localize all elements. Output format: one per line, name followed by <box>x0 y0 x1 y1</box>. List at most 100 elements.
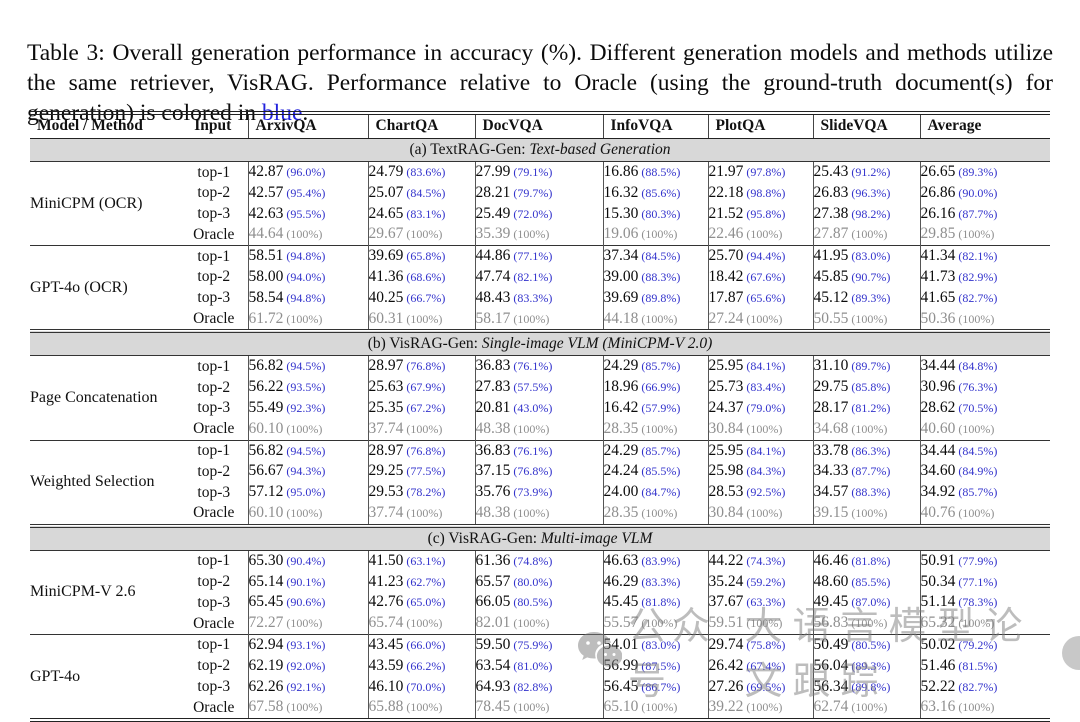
score-cell: 34.92 (85.7%) <box>919 482 1050 503</box>
score-value: 24.24 <box>603 462 639 480</box>
score-percent: (100%) <box>638 311 678 326</box>
score-percent: (83.6%) <box>403 165 446 179</box>
score-cell: 16.86 (88.5%) <box>602 160 708 183</box>
score-cell: 21.52 (95.8%) <box>707 203 813 225</box>
score-value: 33.78 <box>813 441 849 459</box>
score-percent: (81.0%) <box>510 658 553 673</box>
score-percent: (67.6%) <box>743 269 786 284</box>
score-percent: (96.0%) <box>283 165 326 179</box>
score-cell: 66.05 (80.5%) <box>474 592 603 614</box>
score-cell: 49.45 (87.0%) <box>812 592 920 614</box>
score-percent: (98.8%) <box>743 185 786 200</box>
score-percent: (84.1%) <box>743 443 786 458</box>
score-value: 24.00 <box>603 483 639 501</box>
score-percent: (66.0%) <box>403 637 446 652</box>
results-table: Model / Method Input ArxivQA ChartQA Doc… <box>30 111 1050 722</box>
score-cell: 56.22 (93.5%) <box>247 377 368 398</box>
score-value: 43.45 <box>368 635 404 653</box>
score-value: 56.99 <box>603 656 639 674</box>
score-value: 41.65 <box>920 288 956 306</box>
score-value: 30.96 <box>920 378 956 396</box>
score-percent: (57.9%) <box>638 400 681 415</box>
score-percent: (97.8%) <box>743 165 786 179</box>
score-cell: 72.27 (100%) <box>247 613 368 635</box>
score-value: 56.82 <box>248 357 284 375</box>
score-percent: (95.8%) <box>743 206 786 221</box>
score-value: 34.44 <box>920 441 956 459</box>
score-cell: 62.26 (92.1%) <box>247 676 368 698</box>
method-cell: Page Concatenation <box>30 355 180 441</box>
score-value: 56.83 <box>813 614 849 632</box>
score-value: 17.87 <box>708 288 744 306</box>
score-percent: (77.9%) <box>955 553 998 568</box>
score-value: 44.22 <box>708 551 744 569</box>
score-cell: 34.68 (100%) <box>812 418 920 441</box>
score-percent: (76.1%) <box>510 359 553 374</box>
score-cell: 82.01 (100%) <box>474 613 603 635</box>
col-header-model-method: Model / Method <box>30 113 180 139</box>
col-header-average: Average <box>919 113 1050 139</box>
score-cell: 39.00 (88.3%) <box>602 266 708 288</box>
score-value: 25.35 <box>368 398 404 416</box>
score-value: 26.86 <box>920 183 956 201</box>
score-cell: 41.50 (63.1%) <box>367 549 475 572</box>
score-cell: 55.49 (92.3%) <box>247 397 368 419</box>
score-cell: 65.10 (100%) <box>602 697 708 721</box>
score-value: 24.65 <box>368 204 404 222</box>
score-value: 67.58 <box>248 698 284 716</box>
score-cell: 37.34 (84.5%) <box>602 245 708 267</box>
score-cell: 28.53 (92.5%) <box>707 482 813 503</box>
table-row: top-3 62.26 (92.1%) 46.10 (70.0%) 64.93 (82… <box>30 676 1050 698</box>
score-value: 42.76 <box>368 593 404 611</box>
score-cell: 29.85 (100%) <box>919 224 1050 246</box>
section-band-row: (c) VisRAG-Gen: Multi-image VLM <box>30 523 1050 551</box>
score-value: 37.34 <box>603 247 639 265</box>
score-percent: (77.1%) <box>955 574 998 589</box>
score-percent: (100%) <box>510 616 550 631</box>
input-cell: Oracle <box>193 698 235 716</box>
score-value: 50.49 <box>813 635 849 653</box>
score-cell: 34.60 (84.9%) <box>919 461 1050 483</box>
score-cell: 43.59 (66.2%) <box>367 655 475 677</box>
score-cell: 58.00 (94.0%) <box>247 266 368 288</box>
score-cell: 62.94 (93.1%) <box>247 633 368 656</box>
score-cell: 28.35 (100%) <box>602 502 708 526</box>
score-value: 60.31 <box>368 309 404 327</box>
score-value: 25.07 <box>368 183 404 201</box>
score-cell: 24.37 (79.0%) <box>707 397 813 419</box>
score-percent: (94.0%) <box>283 269 326 284</box>
score-value: 15.30 <box>603 204 639 222</box>
score-cell: 16.42 (57.9%) <box>602 397 708 419</box>
score-value: 44.86 <box>475 247 511 265</box>
score-percent: (76.1%) <box>510 443 553 458</box>
score-cell: 40.60 (100%) <box>919 418 1050 441</box>
col-header-input: Input <box>180 113 248 139</box>
score-percent: (89.8%) <box>638 290 681 305</box>
score-percent: (82.1%) <box>510 269 553 284</box>
input-cell: top-1 <box>180 633 248 656</box>
score-percent: (88.3%) <box>638 269 681 284</box>
score-value: 24.79 <box>368 163 404 180</box>
score-value: 25.95 <box>708 357 744 375</box>
score-percent: (68.6%) <box>403 269 446 284</box>
score-percent: (86.3%) <box>848 443 891 458</box>
score-percent: (78.3%) <box>955 595 998 610</box>
score-value: 65.14 <box>248 572 284 590</box>
score-cell: 44.86 (77.1%) <box>474 245 603 267</box>
score-percent: (100%) <box>403 700 443 715</box>
score-percent: (100%) <box>638 505 678 520</box>
score-value: 50.02 <box>920 635 956 653</box>
score-percent: (90.1%) <box>283 574 326 589</box>
score-percent: (92.1%) <box>283 679 326 694</box>
section-label: (b) VisRAG-Gen: <box>367 335 482 353</box>
score-percent: (89.3%) <box>848 658 891 673</box>
score-percent: (100%) <box>848 227 888 242</box>
score-value: 19.06 <box>603 225 639 243</box>
score-cell: 25.35 (67.2%) <box>367 397 475 419</box>
input-cell: top-1 <box>180 549 248 572</box>
score-percent: (100%) <box>510 227 550 242</box>
score-value: 34.92 <box>920 483 956 501</box>
caption-text: Table 3: Overall generation performance … <box>27 39 1053 126</box>
score-percent: (81.8%) <box>638 595 681 610</box>
score-cell: 25.73 (83.4%) <box>707 377 813 398</box>
